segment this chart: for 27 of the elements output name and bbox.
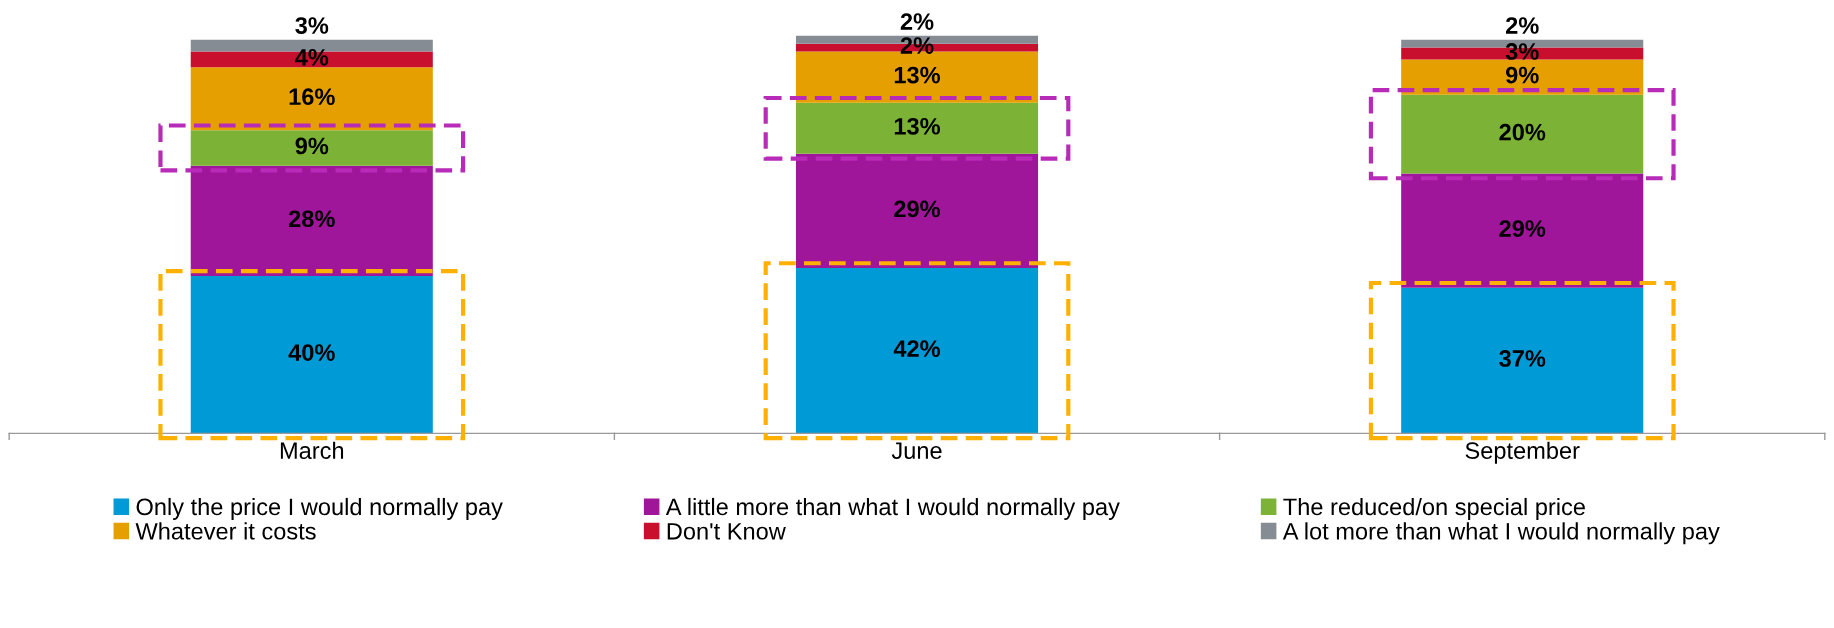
bar [190,51,433,68]
legend-label: Only the price I would normally pay [136,497,503,520]
x-tick-label: March [280,441,344,459]
data-label: 13% [894,117,941,135]
data-label: 20% [1499,123,1546,141]
data-label: 29% [894,200,941,218]
data-label: 40% [288,344,335,361]
legend-label: Whatever it costs [135,522,316,540]
legend-label: A little more than what I would normally pay [665,497,1120,520]
legend-label: Don't Know [667,523,786,540]
x-tick-label: September [1465,441,1580,464]
data-label: 37% [1499,350,1546,367]
data-label: 42% [893,340,941,357]
data-label: 2% [1505,17,1539,34]
data-label: 4% [295,49,329,66]
x-tick-label: June [891,442,942,459]
data-label: 3% [295,17,329,34]
data-label: 28% [288,210,335,228]
data-label: 9% [1505,66,1539,84]
legend-label: A lot more than what I would normally pay [1282,522,1720,545]
data-label: 3% [1505,43,1539,60]
data-label: 13% [894,66,941,84]
data-label: 2% [900,13,934,30]
data-label: 16% [289,88,335,106]
legend-label: The reduced/on special price [1283,497,1585,520]
data-label: 29% [1499,220,1546,237]
data-label: 9% [295,137,329,155]
